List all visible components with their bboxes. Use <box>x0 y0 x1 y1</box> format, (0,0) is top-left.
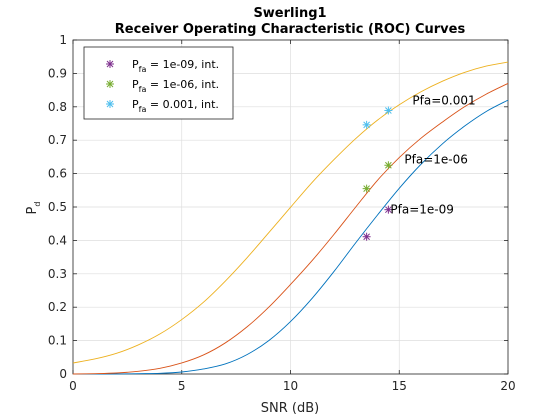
y-tick-label: 0.1 <box>48 334 67 348</box>
asterisk-marker <box>384 161 393 170</box>
marker-stroke <box>363 121 370 129</box>
x-tick-label: 5 <box>178 379 186 393</box>
series-line-1 <box>72 99 509 375</box>
curve-label-2: Pfa=1e-06 <box>404 152 468 166</box>
marker-stroke <box>363 233 370 241</box>
series-line-2 <box>72 83 509 375</box>
marker-stroke <box>106 80 114 88</box>
chart-title-line2: Receiver Operating Characteristic (ROC) … <box>115 22 466 37</box>
legend-entry-3: Pfa = 0.001, int. <box>132 98 219 114</box>
marker-stroke <box>385 206 392 214</box>
y-tick-label: 0.8 <box>48 100 67 114</box>
x-axis-label: SNR (dB) <box>261 401 319 416</box>
asterisk-marker <box>106 80 114 88</box>
marker-stroke <box>106 60 114 68</box>
y-tick-label: 1 <box>59 33 67 47</box>
marker-stroke <box>385 107 392 114</box>
x-tick-label: 0 <box>69 379 77 393</box>
curves <box>72 61 509 375</box>
y-tick-label: 0.3 <box>48 267 67 281</box>
legend-entry-1: Pfa = 1e-09, int. <box>132 58 219 74</box>
marker-stroke <box>106 100 114 108</box>
legend-entry-2: Pfa = 1e-06, int. <box>132 78 219 94</box>
asterisk-marker <box>362 184 371 193</box>
y-tick-label: 0.6 <box>48 167 67 181</box>
curve-annotations: Pfa=1e-09 Pfa=1e-06 Pfa=0.001 <box>390 93 475 216</box>
asterisk-marker <box>384 106 393 115</box>
curve-label-3: Pfa=0.001 <box>412 93 475 107</box>
y-tick-label: 0.5 <box>48 200 67 214</box>
y-tick-label: 0 <box>59 367 67 381</box>
chart-title-line1: Swerling1 <box>253 6 326 21</box>
marker-stroke <box>363 185 370 192</box>
y-tick-label: 0.9 <box>48 66 67 80</box>
curve-label-1: Pfa=1e-09 <box>390 203 454 217</box>
asterisk-marker <box>362 120 371 129</box>
axis-ticks: 0 5 10 15 20 0 0.1 0.2 0.3 0.4 0.5 0.6 0.7 0.8 0.9 1 <box>48 33 516 393</box>
x-tick-label: 20 <box>500 379 515 393</box>
y-axis-label: Pd <box>25 202 42 215</box>
y-tick-label: 0.4 <box>48 233 67 247</box>
marker-stroke <box>385 161 392 169</box>
series-line-3 <box>72 61 509 364</box>
asterisk-marker <box>106 100 114 108</box>
asterisk-marker <box>362 232 371 241</box>
markers <box>362 106 393 241</box>
x-tick-label: 15 <box>392 379 407 393</box>
x-tick-label: 10 <box>283 379 298 393</box>
legend: Pfa = 1e-09, int. Pfa = 1e-06, int. Pfa = … <box>83 46 234 120</box>
y-tick-label: 0.2 <box>48 300 67 314</box>
asterisk-marker <box>106 60 114 68</box>
y-tick-label: 0.7 <box>48 133 67 147</box>
asterisk-marker <box>384 205 393 214</box>
